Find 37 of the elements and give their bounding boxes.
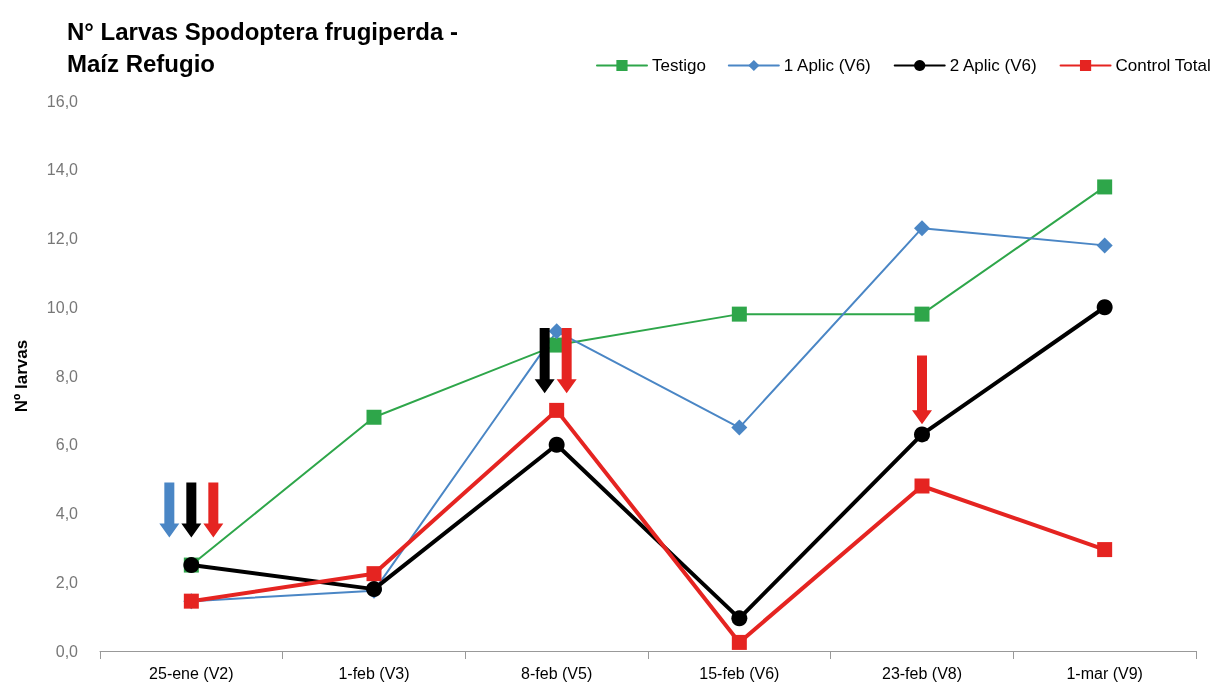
point [366, 566, 382, 582]
x-tick-label: 1-mar (V9) [1066, 664, 1143, 682]
point [914, 478, 930, 494]
legend-label: Testigo [651, 56, 706, 75]
y-tick-label: 2,0 [55, 573, 79, 591]
x-tick-label: 8-feb (V5) [521, 664, 593, 682]
point [548, 436, 565, 453]
chart-title: N° Larvas Spodoptera frugiperda - Maíz Refugio [67, 17, 465, 77]
x-tick-label: 1-feb (V3) [338, 664, 410, 682]
legend-label: Control Total [1115, 56, 1211, 75]
x-tick-label: 15-feb (V6) [699, 664, 780, 682]
x-tick-label: 23-feb (V8) [881, 664, 963, 682]
point [914, 220, 930, 237]
point [731, 610, 748, 627]
point [1097, 542, 1113, 558]
legend-label: 1 Aplic (V6) [783, 56, 871, 75]
point [1096, 237, 1113, 254]
point [731, 306, 747, 322]
y-tick-label: 0,0 [55, 642, 79, 660]
y-tick-label: 16,0 [46, 92, 79, 110]
point [914, 306, 930, 322]
y-tick-label: 10,0 [46, 298, 79, 316]
point [731, 634, 747, 650]
y-tick-label: 12,0 [46, 230, 79, 247]
x-tick-label: 25-ene (V2) [149, 664, 234, 682]
point [914, 426, 930, 443]
point [731, 419, 748, 436]
point [1097, 179, 1113, 195]
point [549, 402, 565, 418]
y-tick-label: 4,0 [55, 505, 79, 522]
y-tick-label: 6,0 [55, 436, 79, 454]
y-tick-label: 14,0 [46, 161, 79, 179]
point [366, 409, 382, 425]
legend-label: 2 Aplic (V6) [949, 56, 1037, 75]
point [1096, 299, 1113, 316]
y-tick-label: 8,0 [55, 367, 79, 385]
y-axis-title: Nº larvas [12, 339, 31, 413]
